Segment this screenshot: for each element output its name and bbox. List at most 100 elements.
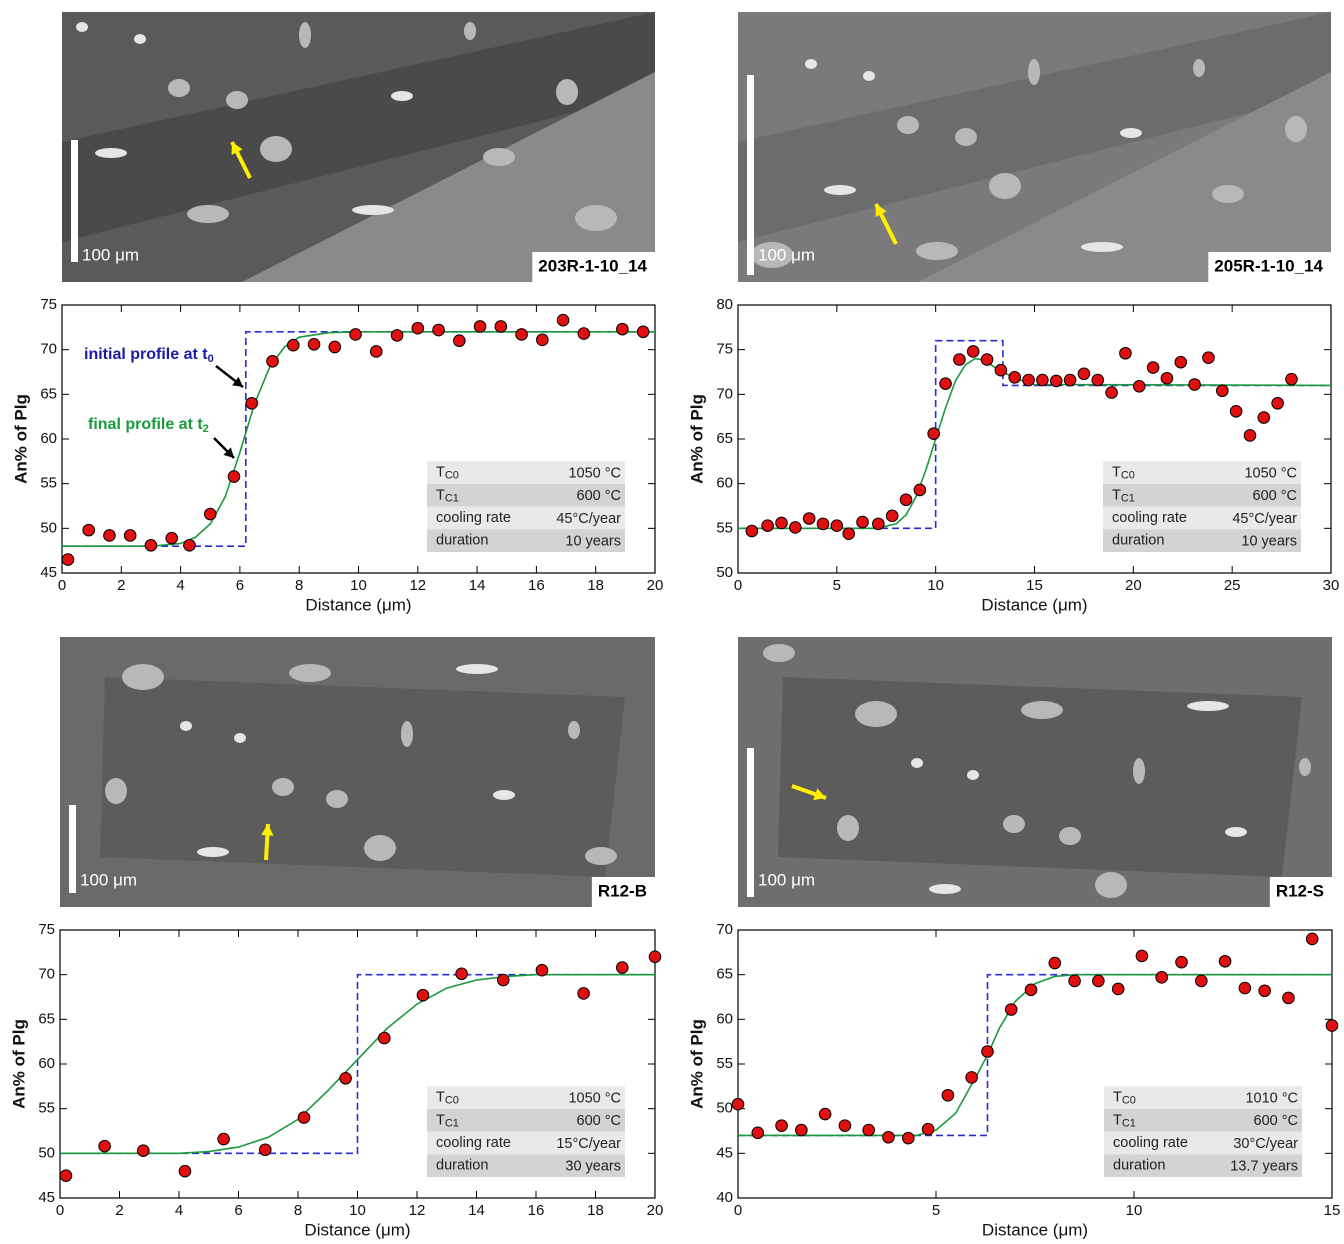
mineral-grain xyxy=(493,790,515,800)
mineral-grain xyxy=(763,644,795,662)
data-point xyxy=(307,338,321,351)
y-tick-label: 75 xyxy=(38,921,55,938)
x-tick-label: 14 xyxy=(468,1202,485,1219)
data-point xyxy=(899,493,913,507)
data-point xyxy=(953,353,966,366)
y-tick-label: 55 xyxy=(716,519,733,536)
mineral-grain xyxy=(289,664,331,682)
sample-label: R12-S xyxy=(1276,881,1324,900)
data-point xyxy=(1229,405,1243,418)
data-point xyxy=(1024,983,1038,997)
mineral-grain xyxy=(929,884,961,894)
y-tick-label: 45 xyxy=(38,1189,55,1206)
table-label-text: T xyxy=(1112,464,1121,480)
table-label: duration xyxy=(436,532,488,548)
data-point xyxy=(1049,374,1063,388)
data-point xyxy=(377,1031,391,1045)
table-label: TC0 xyxy=(1112,464,1135,481)
annotation: final profile at t2 xyxy=(88,416,209,435)
crystal xyxy=(62,12,655,242)
arrow-head xyxy=(231,142,243,155)
mineral-grain xyxy=(1095,872,1127,898)
y-tick-label: 60 xyxy=(716,1010,733,1027)
data-point xyxy=(838,1119,852,1132)
y-tick-label: 60 xyxy=(716,475,733,492)
data-point xyxy=(885,509,899,523)
data-point xyxy=(1048,956,1062,970)
mineral-grain xyxy=(1021,701,1063,719)
mineral-grain xyxy=(585,847,617,865)
table-value: 1010 °C xyxy=(1245,1090,1298,1106)
mineral-grain xyxy=(1193,59,1205,77)
y-tick-label: 70 xyxy=(40,341,57,358)
x-tick-label: 30 xyxy=(1323,577,1340,594)
data-point xyxy=(745,524,759,538)
data-point xyxy=(98,1139,111,1153)
mineral-grain xyxy=(76,22,88,32)
data-point xyxy=(1068,974,1081,988)
micrograph: 100 μm R12-B xyxy=(60,637,655,907)
y-tick-label: 75 xyxy=(716,341,733,358)
data-point xyxy=(1174,355,1188,369)
mineral-grain xyxy=(911,758,923,768)
table-row xyxy=(427,1086,625,1109)
data-point xyxy=(411,321,425,335)
data-point xyxy=(1091,373,1105,387)
data-point xyxy=(61,553,75,566)
x-tick-label: 0 xyxy=(56,1202,64,1219)
mineral-grain xyxy=(967,770,979,780)
table-row xyxy=(427,506,625,530)
x-tick-label: 6 xyxy=(234,1202,242,1219)
x-tick-label: 25 xyxy=(1224,577,1241,594)
table-value: 1050 °C xyxy=(1244,465,1297,481)
table-label-text: T xyxy=(436,1089,445,1105)
data-point xyxy=(1022,373,1035,387)
x-tick-label: 18 xyxy=(587,1202,604,1219)
mineral-grain xyxy=(299,22,311,48)
mineral-grain xyxy=(1187,701,1229,711)
mineral-grain xyxy=(568,721,580,739)
y-tick-label: 70 xyxy=(38,966,55,983)
micrograph: 100 μm 205R-1-10_14 xyxy=(738,12,1332,282)
y-tick-label: 75 xyxy=(40,296,57,313)
table-label: TC1 xyxy=(1112,487,1135,504)
data-point xyxy=(144,539,158,552)
data-point xyxy=(913,483,927,497)
table-row xyxy=(1103,461,1301,484)
mineral-grain xyxy=(805,59,817,69)
data-point xyxy=(856,515,869,529)
data-point xyxy=(286,338,300,352)
data-point xyxy=(927,427,940,440)
table-label-text: T xyxy=(436,1112,445,1128)
mineral-grain xyxy=(272,778,294,796)
data-point xyxy=(648,950,662,964)
x-tick-label: 0 xyxy=(734,577,742,594)
annotation-sub: 0 xyxy=(208,353,214,365)
mineral-grain xyxy=(105,778,127,804)
mineral-grain xyxy=(863,71,875,81)
data-point xyxy=(1175,955,1188,969)
mineral-grain xyxy=(187,205,229,223)
sample-label-box xyxy=(532,252,656,282)
table-value: 45°C/year xyxy=(1232,511,1297,527)
mineral-grain xyxy=(897,116,919,134)
data-point xyxy=(577,987,590,1000)
y-axis-label: An% of Plg xyxy=(687,394,706,484)
mineral-grain xyxy=(168,79,190,97)
arrow-head xyxy=(875,204,887,217)
table-value: 30 years xyxy=(565,1158,621,1174)
table-label: TC0 xyxy=(436,464,459,481)
data-point xyxy=(862,1123,875,1137)
x-tick-label: 20 xyxy=(647,1202,664,1219)
table-label-sub: C1 xyxy=(1122,1117,1136,1129)
data-point xyxy=(1195,974,1208,988)
table-label-text: cooling rate xyxy=(1113,1135,1188,1151)
data-point xyxy=(178,1164,192,1178)
y-tick-label: 50 xyxy=(716,1100,733,1117)
data-point xyxy=(615,961,629,974)
mineral-grain xyxy=(1225,827,1247,837)
data-point xyxy=(761,519,774,532)
mineral-grain xyxy=(95,148,127,158)
y-tick-label: 65 xyxy=(716,430,733,447)
